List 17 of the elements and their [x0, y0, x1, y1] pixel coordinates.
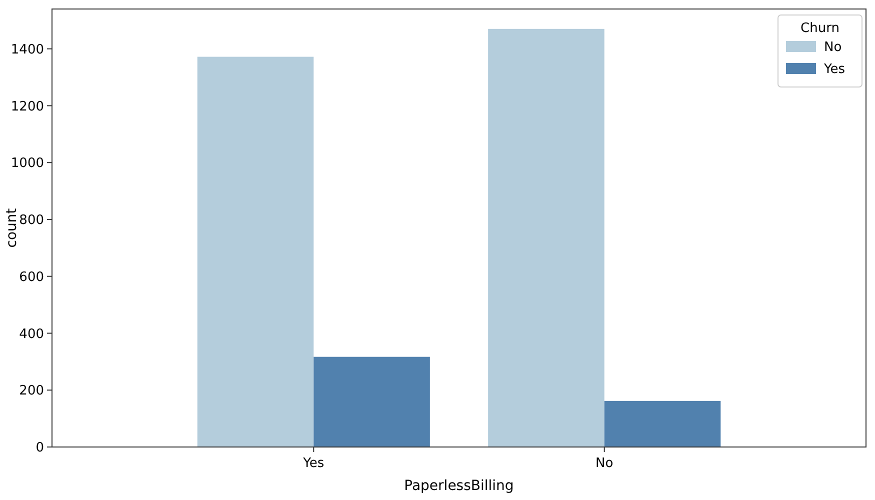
x-axis-title: PaperlessBilling [404, 478, 514, 494]
legend-label: Yes [823, 62, 846, 77]
bar [488, 28, 604, 447]
y-tick-label: 1200 [10, 99, 44, 114]
bar [314, 356, 430, 447]
y-tick-label: 200 [19, 384, 44, 399]
y-tick-label: 1000 [10, 156, 44, 172]
y-tick-label: 800 [19, 213, 44, 228]
y-tick-label: 400 [19, 326, 44, 342]
bar [197, 56, 314, 447]
legend-title: Churn [800, 21, 840, 36]
legend-label: No [824, 40, 842, 55]
y-tick-label: 1400 [10, 42, 44, 58]
y-tick-label: 600 [19, 270, 44, 285]
bar [604, 400, 721, 447]
y-axis-title: count [4, 208, 20, 248]
y-tick-label: 0 [36, 440, 44, 456]
